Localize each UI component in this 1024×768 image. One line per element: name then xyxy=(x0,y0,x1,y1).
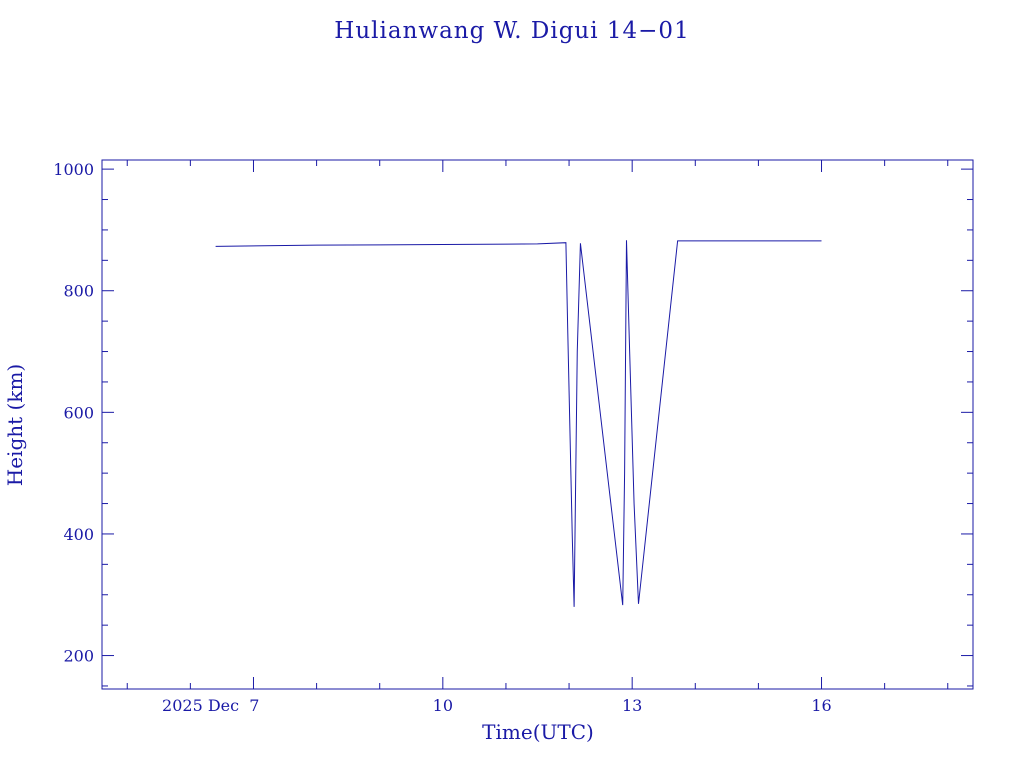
series-line xyxy=(215,240,822,607)
tick-labels: 2025 Dec 7 10 13 16 200 400 600 800 1000 xyxy=(53,160,831,715)
y-axis-title: Height (km) xyxy=(3,364,27,486)
x-tick-label: 16 xyxy=(811,696,831,715)
axis-ticks xyxy=(102,160,973,689)
plot-frame xyxy=(101,159,974,690)
x-tick-label: 13 xyxy=(622,696,642,715)
y-tick-label: 200 xyxy=(63,647,94,666)
y-tick-label: 1000 xyxy=(53,160,94,179)
x-tick-label: 10 xyxy=(433,696,453,715)
x-tick-label: 2025 Dec 7 xyxy=(162,696,259,715)
series-group xyxy=(215,240,822,607)
y-tick-label: 400 xyxy=(63,525,94,544)
y-tick-label: 800 xyxy=(63,282,94,301)
chart-title: Hulianwang W. Digui 14−01 xyxy=(334,18,689,44)
y-tick-label: 600 xyxy=(63,403,94,422)
x-axis-title: Time(UTC) xyxy=(482,720,594,744)
